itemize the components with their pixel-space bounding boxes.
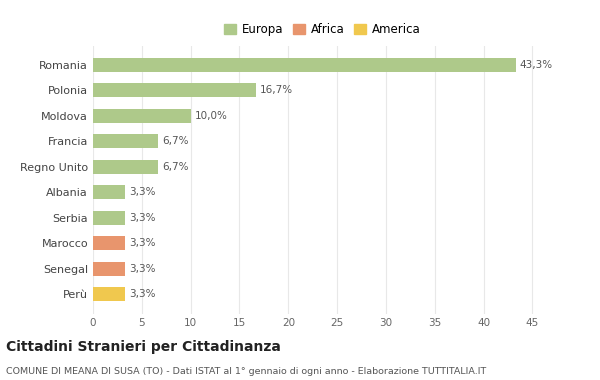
Text: 3,3%: 3,3% [129, 264, 155, 274]
Text: Cittadini Stranieri per Cittadinanza: Cittadini Stranieri per Cittadinanza [6, 340, 281, 355]
Bar [93, 185, 125, 200]
Bar [93, 287, 125, 301]
Text: 3,3%: 3,3% [129, 289, 155, 299]
Text: 3,3%: 3,3% [129, 187, 155, 197]
Bar [93, 211, 125, 225]
Legend: Europa, Africa, America: Europa, Africa, America [221, 19, 424, 40]
Bar [93, 58, 516, 72]
Bar [93, 109, 191, 123]
Text: 6,7%: 6,7% [163, 162, 189, 172]
Bar [93, 160, 158, 174]
Bar [93, 262, 125, 276]
Bar [93, 134, 158, 148]
Text: 3,3%: 3,3% [129, 213, 155, 223]
Bar [93, 236, 125, 250]
Text: 3,3%: 3,3% [129, 238, 155, 248]
Text: 43,3%: 43,3% [520, 60, 553, 70]
Bar [93, 83, 256, 97]
Text: 6,7%: 6,7% [163, 136, 189, 146]
Text: 16,7%: 16,7% [260, 85, 293, 95]
Text: 10,0%: 10,0% [194, 111, 227, 121]
Text: COMUNE DI MEANA DI SUSA (TO) - Dati ISTAT al 1° gennaio di ogni anno - Elaborazi: COMUNE DI MEANA DI SUSA (TO) - Dati ISTA… [6, 367, 486, 376]
